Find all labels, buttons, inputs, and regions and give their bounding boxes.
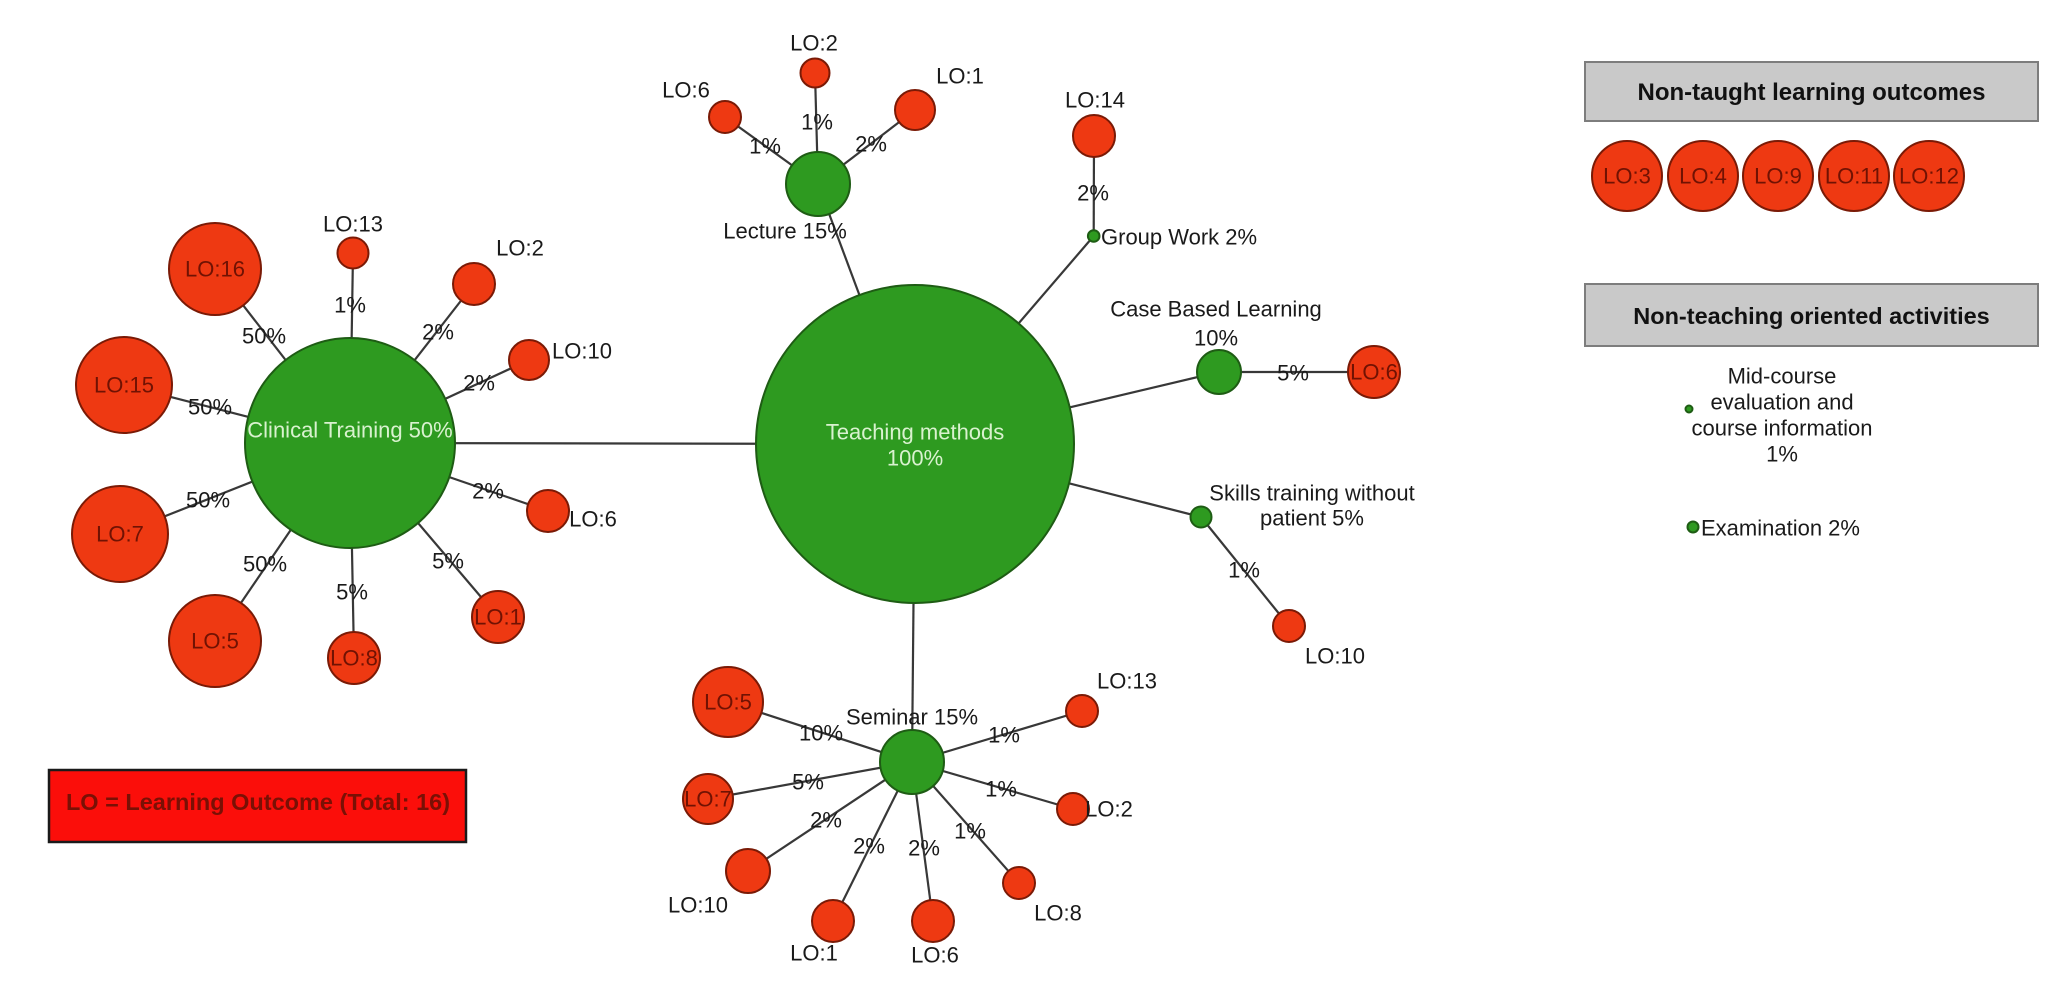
- svg-text:2%: 2%: [908, 836, 940, 861]
- svg-text:50%: 50%: [243, 552, 287, 577]
- svg-text:10%: 10%: [799, 721, 843, 746]
- svg-text:Clinical Training 50%: Clinical Training 50%: [247, 418, 452, 443]
- svg-text:2%: 2%: [1077, 181, 1109, 206]
- svg-text:LO:6: LO:6: [1350, 360, 1398, 385]
- svg-text:5%: 5%: [432, 549, 464, 574]
- svg-text:LO:7: LO:7: [96, 522, 144, 547]
- svg-text:LO:8: LO:8: [1034, 901, 1082, 926]
- svg-text:1%: 1%: [954, 819, 986, 844]
- svg-text:50%: 50%: [186, 488, 230, 513]
- svg-text:LO:6: LO:6: [911, 943, 959, 968]
- svg-text:2%: 2%: [855, 132, 887, 157]
- svg-text:5%: 5%: [792, 770, 824, 795]
- svg-text:5%: 5%: [336, 580, 368, 605]
- svg-text:1%: 1%: [749, 134, 781, 159]
- svg-text:LO:1: LO:1: [790, 941, 838, 966]
- svg-text:Seminar 15%: Seminar 15%: [846, 705, 978, 730]
- svg-text:LO:5: LO:5: [704, 690, 752, 715]
- svg-text:LO:16: LO:16: [185, 257, 245, 282]
- svg-text:LO:2: LO:2: [1085, 797, 1133, 822]
- svg-text:1%: 1%: [988, 723, 1020, 748]
- svg-text:LO:15: LO:15: [94, 373, 154, 398]
- svg-text:10%: 10%: [1194, 326, 1238, 351]
- svg-text:2%: 2%: [422, 320, 454, 345]
- svg-text:LO:7: LO:7: [684, 787, 732, 812]
- svg-text:Lecture 15%: Lecture 15%: [723, 219, 847, 244]
- svg-text:1%: 1%: [1228, 558, 1260, 583]
- svg-text:Non-taught learning outcomes: Non-taught learning outcomes: [1638, 79, 1986, 106]
- svg-text:Teaching methods: Teaching methods: [826, 420, 1005, 445]
- svg-text:Skills training without: Skills training without: [1209, 481, 1414, 506]
- svg-text:Examination 2%: Examination 2%: [1701, 516, 1860, 541]
- svg-text:Case Based Learning: Case Based Learning: [1110, 297, 1322, 322]
- svg-text:5%: 5%: [1277, 361, 1309, 386]
- svg-text:LO:1: LO:1: [936, 64, 984, 89]
- svg-text:LO:10: LO:10: [668, 893, 728, 918]
- svg-text:LO = Learning Outcome (Total:: LO = Learning Outcome (Total: 16): [66, 789, 450, 815]
- svg-text:1%: 1%: [1766, 442, 1798, 467]
- svg-text:LO:6: LO:6: [662, 78, 710, 103]
- svg-text:LO:6: LO:6: [569, 507, 617, 532]
- svg-text:LO:14: LO:14: [1065, 88, 1125, 113]
- svg-text:LO:13: LO:13: [323, 212, 383, 237]
- svg-text:Mid-course: Mid-course: [1728, 364, 1837, 389]
- svg-text:1%: 1%: [801, 110, 833, 135]
- svg-text:LO:1: LO:1: [474, 605, 522, 630]
- svg-text:LO:9: LO:9: [1754, 164, 1802, 189]
- svg-text:patient 5%: patient 5%: [1260, 506, 1364, 531]
- svg-text:Group Work 2%: Group Work 2%: [1101, 225, 1257, 250]
- svg-text:LO:2: LO:2: [496, 236, 544, 261]
- svg-text:LO:5: LO:5: [191, 629, 239, 654]
- svg-text:2%: 2%: [472, 479, 504, 504]
- svg-text:2%: 2%: [463, 371, 495, 396]
- svg-text:LO:8: LO:8: [330, 646, 378, 671]
- svg-text:LO:11: LO:11: [1825, 164, 1883, 189]
- svg-text:1%: 1%: [985, 777, 1017, 802]
- svg-text:100%: 100%: [887, 446, 943, 471]
- svg-text:course information: course information: [1692, 416, 1873, 441]
- svg-text:evaluation and: evaluation and: [1710, 390, 1853, 415]
- svg-text:LO:3: LO:3: [1603, 164, 1651, 189]
- svg-text:LO:12: LO:12: [1899, 164, 1959, 189]
- svg-text:LO:13: LO:13: [1097, 669, 1157, 694]
- svg-text:LO:4: LO:4: [1679, 164, 1727, 189]
- svg-text:LO:2: LO:2: [790, 31, 838, 56]
- svg-text:50%: 50%: [242, 324, 286, 349]
- svg-text:LO:10: LO:10: [1305, 644, 1365, 669]
- svg-text:2%: 2%: [853, 834, 885, 859]
- svg-text:50%: 50%: [188, 395, 232, 420]
- svg-text:1%: 1%: [334, 293, 366, 318]
- svg-text:LO:10: LO:10: [552, 339, 612, 364]
- svg-text:2%: 2%: [810, 808, 842, 833]
- svg-text:Non-teaching oriented activiti: Non-teaching oriented activities: [1633, 303, 1989, 329]
